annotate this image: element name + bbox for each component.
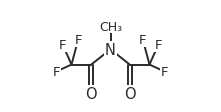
Text: O: O xyxy=(124,86,135,101)
Text: F: F xyxy=(74,33,82,46)
Text: F: F xyxy=(53,65,61,78)
Text: CH₃: CH₃ xyxy=(99,20,122,33)
Text: F: F xyxy=(139,33,147,46)
Text: F: F xyxy=(160,65,168,78)
Text: F: F xyxy=(59,38,66,51)
Text: F: F xyxy=(155,38,162,51)
Text: O: O xyxy=(86,86,97,101)
Text: N: N xyxy=(105,42,116,57)
